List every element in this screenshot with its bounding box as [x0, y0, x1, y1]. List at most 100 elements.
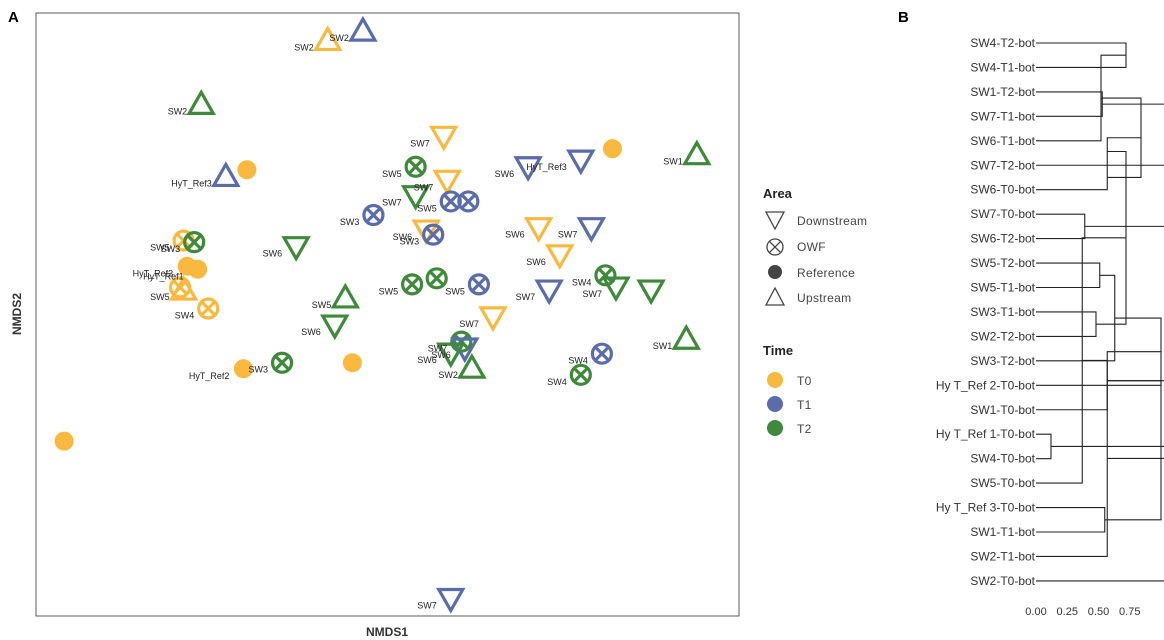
- scatter-point-owf-t1: [362, 203, 385, 227]
- legend-item-t0: T0: [767, 372, 812, 388]
- point-label: SW6: [495, 169, 515, 179]
- dendrogram-branch: [1104, 380, 1162, 521]
- legend-item-reference: Reference: [768, 265, 855, 280]
- dendrogram-leaf-label: SW5-T2-bot: [970, 256, 1035, 270]
- dendrogram-leaf-label: SW3-T2-bot: [970, 354, 1035, 368]
- dendrogram-leaf-label: SW1-T0-bot: [970, 403, 1035, 417]
- scatter-point-reference-t0: [54, 431, 74, 451]
- scatter-point-downstream-t2: [281, 236, 311, 262]
- scatter-point-owf-t1: [457, 190, 480, 213]
- legend-item-t1: T1: [767, 396, 812, 412]
- point-label: SW4: [175, 310, 195, 320]
- scatter-point-reference-t0: [188, 259, 208, 279]
- scatter-point-downstream-t2: [601, 276, 631, 303]
- point-label: SW7: [428, 344, 448, 354]
- scatter-point-downstream-t1: [566, 149, 596, 176]
- point-label: SW7: [516, 292, 536, 302]
- dendrogram-leaf-label: SW3-T1-bot: [970, 305, 1035, 319]
- triangle-up-icon: [764, 286, 786, 306]
- point-label: SW7: [382, 198, 402, 208]
- dendrogram-branch: [1036, 457, 1164, 582]
- scatter-point-reference-t0: [233, 359, 253, 379]
- dendrogram-branches: [1036, 42, 1164, 582]
- panel-b-letter: B: [898, 9, 909, 26]
- scatter-point-upstream-t2: [457, 352, 487, 379]
- scatter-point-upstream-t1: [348, 15, 378, 42]
- legend-area-items: Downstream OWF Reference Upstream: [764, 211, 867, 306]
- scatter-point-reference-t0: [602, 139, 622, 159]
- legend-label-t0: T0: [797, 374, 812, 388]
- scatter-point-downstream-t0: [478, 306, 508, 333]
- dendrogram-x-ticks: 0.00 0.25 0.50 0.75: [1025, 606, 1140, 618]
- point-label: SW2: [329, 33, 349, 43]
- legend-label-owf: OWF: [797, 240, 826, 254]
- dendrogram-leaf-label: SW4-T1-bot: [970, 60, 1035, 74]
- scatter-point-downstream-t1: [513, 156, 543, 182]
- scatter-point-downstream-t0: [544, 244, 575, 271]
- point-label: SW6: [263, 249, 283, 259]
- t2-swatch-icon: [767, 420, 783, 436]
- t1-swatch-icon: [767, 396, 783, 412]
- point-label: SW2: [168, 106, 188, 116]
- point-label: SW5: [417, 203, 437, 213]
- scatter-point-downstream-t0: [428, 125, 459, 152]
- dendrogram-leaf-label: SW5-T0-bot: [970, 476, 1035, 490]
- dendrogram-leaf-label: SW5-T1-bot: [970, 281, 1035, 295]
- point-label: SW7: [414, 182, 434, 192]
- point-label: SW6: [431, 350, 451, 360]
- scatter-point-owf-t1: [467, 273, 490, 296]
- scatter-point-reference-t0: [237, 160, 257, 180]
- dendrogram-leaf-label: SW2-T0-bot: [970, 574, 1035, 588]
- dendrogram-branch: [1036, 91, 1103, 117]
- dendrogram-leaf-label: SW6-T2-bot: [970, 232, 1035, 246]
- scatter-point-downstream-t2: [400, 185, 431, 211]
- dendrogram-leaf-label: SW2-T1-bot: [970, 549, 1035, 563]
- y-axis-label: NMDS2: [10, 293, 24, 335]
- point-label: SW6: [393, 232, 413, 242]
- scatter-point-owf-t2: [594, 264, 617, 287]
- point-label: SW4: [547, 377, 567, 387]
- scatter-point-upstream-t2: [671, 323, 702, 350]
- legend-label-t1: T1: [797, 398, 812, 412]
- legend: Area Downstream OWF Reference Upstre: [763, 186, 867, 436]
- point-label: HyT_Ref3: [133, 268, 174, 278]
- scatter-point-upstream-t2: [186, 89, 216, 115]
- scatter-point-labels: SW2 SW2 SW2 SW7 SW1 HyT_Ref3 SW6 HyT_Ref3 SW5 SW7…: [133, 33, 683, 610]
- dendrogram-branch: [1084, 103, 1164, 227]
- point-label: SW7: [582, 289, 602, 299]
- legend-label-reference: Reference: [797, 266, 855, 280]
- point-label: SW3: [161, 244, 181, 254]
- point-label: SW6: [505, 230, 525, 240]
- point-label: SW5: [312, 300, 332, 310]
- dendrogram-branch: [1036, 433, 1052, 460]
- scatter-points: [54, 15, 712, 614]
- point-label: SW3: [249, 365, 269, 375]
- point-label: SW7: [417, 601, 437, 611]
- dendrogram-branch: [1036, 213, 1086, 240]
- legend-label-t2: T2: [797, 422, 812, 436]
- dendrogram-branch: [1036, 164, 1108, 191]
- point-label: SW3: [340, 217, 360, 227]
- point-label: SW6: [417, 355, 437, 365]
- dendrogram-branch: [1036, 262, 1101, 289]
- point-label: SW2: [438, 370, 458, 380]
- legend-item-downstream: Downstream: [764, 211, 867, 231]
- scatter-point-owf-t2: [183, 231, 206, 254]
- dendrogram-leaf-label: SW4-T2-bot: [970, 36, 1035, 50]
- legend-item-upstream: Upstream: [764, 286, 851, 306]
- triangle-down-icon: [764, 211, 786, 231]
- scatter-point-downstream-t2: [436, 342, 466, 369]
- point-label: HyT_Ref3: [171, 178, 212, 188]
- scatter-plot-frame: [35, 12, 740, 617]
- dendrogram-leaf-label: SW4-T0-bot: [970, 452, 1035, 466]
- point-label: SW6: [526, 257, 546, 267]
- point-label: SW5: [379, 286, 399, 296]
- point-label: SW4: [572, 277, 592, 287]
- scatter-point-downstream-t1: [534, 279, 564, 306]
- dendrogram-leaf-label: SW7-T1-bot: [970, 109, 1035, 123]
- scatter-point-owf-t0: [197, 297, 220, 320]
- scatter-point-owf-t2: [401, 273, 424, 296]
- scatter-point-downstream-t1: [436, 587, 466, 614]
- x-axis-label: NMDS1: [366, 625, 408, 639]
- scatter-point-owf-t2: [569, 363, 592, 386]
